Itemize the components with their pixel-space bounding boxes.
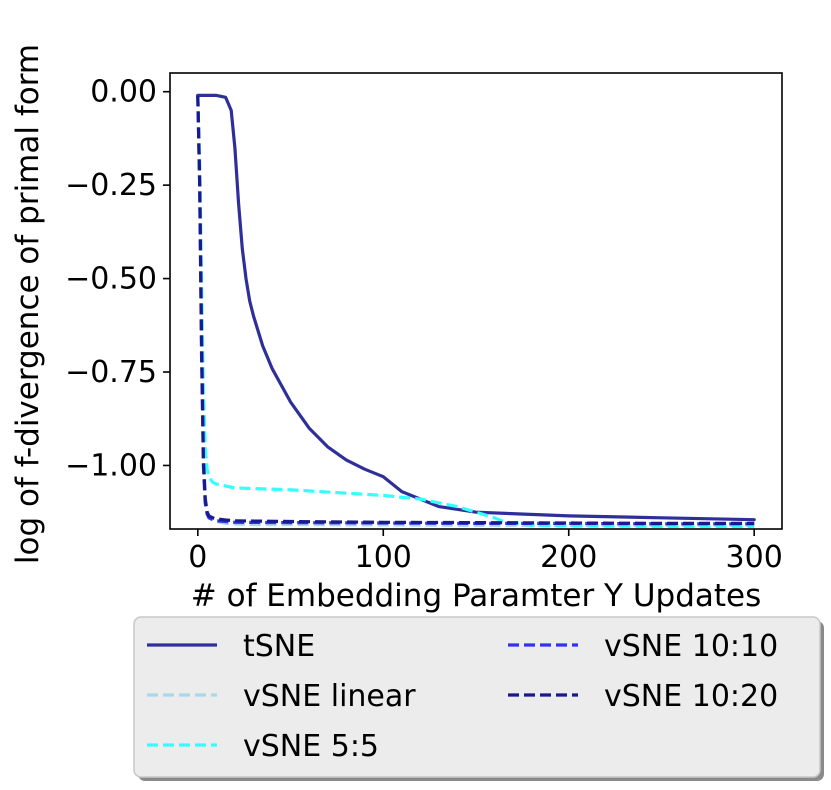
- legend-label-vsne-10-10: vSNE 10:10: [604, 629, 778, 664]
- series-layer: [196, 93, 756, 528]
- series-line-tsne: [196, 93, 756, 522]
- series-line-vsne-linear: [196, 95, 755, 527]
- legend: tSNE vSNE linear vSNE 5:5 vSNE 10:10 vSNE 10…: [133, 616, 824, 781]
- x-axis-label: # of Embedding Paramter Y Updates: [191, 578, 762, 614]
- x-tick-label: 300: [726, 540, 783, 575]
- x-tick-label: 100: [355, 540, 412, 575]
- legend-items: tSNE vSNE linear vSNE 5:5 vSNE 10:10 vSNE 10…: [147, 629, 778, 764]
- y-tick-label: −0.75: [65, 355, 157, 390]
- x-tick-label: 0: [188, 540, 207, 575]
- legend-label-vsne-10-20: vSNE 10:20: [604, 679, 778, 714]
- series-line-vsne-10-20: [196, 95, 755, 525]
- y-tick-label: 0.00: [90, 75, 157, 110]
- series-line-vsne-5-5: [196, 95, 755, 528]
- y-tick-label: −0.50: [65, 262, 157, 297]
- y-tick-label: −1.00: [65, 448, 157, 483]
- ticks-layer: 0 100 200 300 0.00 −0.25 −0.50 −0.75 −1.00: [65, 75, 783, 575]
- x-tick-label: 200: [540, 540, 597, 575]
- legend-box: [133, 616, 821, 778]
- y-axis-label: log of f-divergence of primal form: [10, 44, 46, 564]
- plot-frame: [169, 72, 783, 530]
- legend-label-tsne: tSNE: [243, 629, 315, 664]
- legend-label-vsne-linear: vSNE linear: [243, 679, 416, 714]
- y-tick-label: −0.25: [65, 168, 157, 203]
- series-line-vsne-10-10: [196, 95, 755, 526]
- legend-label-vsne-5-5: vSNE 5:5: [243, 729, 379, 764]
